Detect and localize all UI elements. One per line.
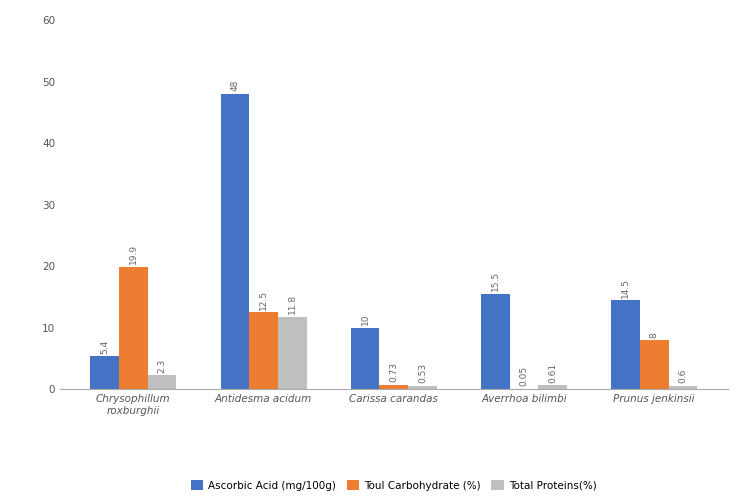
Legend: Ascorbic Acid (mg/100g), Toul Carbohydrate (%), Total Proteins(%): Ascorbic Acid (mg/100g), Toul Carbohydra… — [187, 476, 601, 495]
Text: 15.5: 15.5 — [490, 271, 500, 291]
Text: 0.73: 0.73 — [389, 362, 398, 382]
Text: 8: 8 — [650, 332, 658, 337]
Bar — [538, 385, 567, 389]
Bar — [611, 300, 640, 389]
Bar — [351, 328, 380, 389]
Text: 2.3: 2.3 — [158, 358, 166, 373]
Bar — [481, 294, 510, 389]
Text: 14.5: 14.5 — [621, 277, 630, 297]
Text: 12.5: 12.5 — [259, 290, 268, 310]
Text: 10: 10 — [361, 314, 370, 325]
Bar — [119, 267, 148, 389]
Bar — [278, 316, 307, 389]
Text: 0.6: 0.6 — [678, 369, 687, 383]
Bar — [90, 356, 119, 389]
Text: 0.53: 0.53 — [418, 363, 427, 384]
Text: 5.4: 5.4 — [100, 339, 109, 353]
Bar — [249, 312, 278, 389]
Text: 48: 48 — [230, 80, 239, 91]
Bar — [220, 94, 249, 389]
Bar — [408, 386, 436, 389]
Text: 0.61: 0.61 — [548, 363, 557, 383]
Bar — [148, 375, 176, 389]
Bar — [380, 385, 408, 389]
Bar — [668, 386, 698, 389]
Text: 19.9: 19.9 — [129, 244, 138, 264]
Text: 11.8: 11.8 — [288, 294, 297, 314]
Bar — [640, 340, 668, 389]
Text: 0.05: 0.05 — [520, 366, 529, 386]
